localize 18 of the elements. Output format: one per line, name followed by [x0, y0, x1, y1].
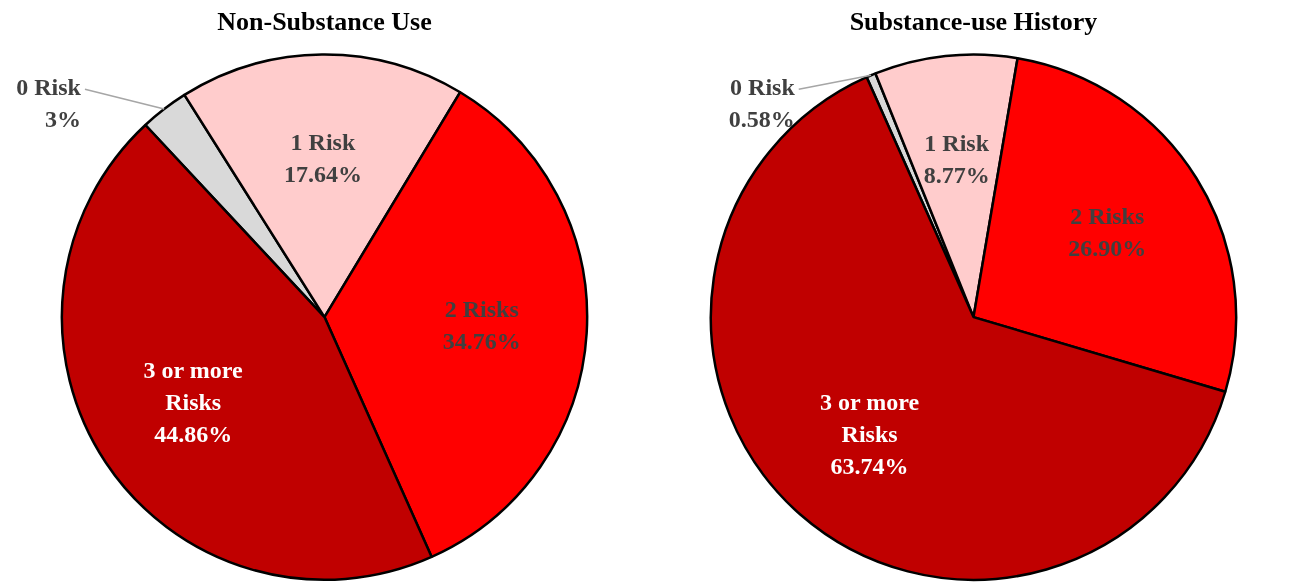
data-label: 26.90%	[1068, 235, 1147, 261]
data-label: 0.58%	[728, 106, 795, 133]
data-label: 3%	[44, 106, 81, 133]
slice-label: 0 Risk	[730, 74, 796, 101]
data-label: 34.76%	[442, 327, 521, 354]
data-label: 44.86%	[154, 421, 233, 448]
data-label: 63.74%	[830, 452, 909, 479]
slice-label: 2 Risks	[444, 295, 519, 322]
slice-label: 1 Risk	[290, 128, 356, 155]
slice-label: 2 Risks	[1070, 203, 1145, 229]
slice-label: 0 Risk	[16, 74, 82, 101]
slice-label: 1 Risk	[924, 129, 990, 156]
chart-title: Non-Substance Use	[217, 7, 432, 37]
slice-label: 3 or more Risks	[820, 388, 920, 447]
data-label: 17.64%	[283, 160, 362, 187]
chart-title: Substance-use History	[849, 7, 1098, 37]
data-label: 8.77%	[923, 161, 990, 188]
slice-label: 3 or more Risks	[143, 357, 244, 416]
